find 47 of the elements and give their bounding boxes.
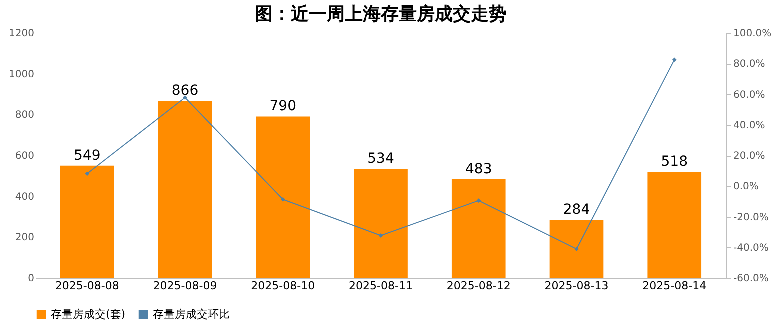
bar [256,116,310,278]
y2-tick-label: -60.0% [734,274,769,284]
legend-label: 存量房成交环比 [153,308,230,321]
point [280,197,286,202]
y2-tick-label: -40.0% [734,242,769,254]
bar [158,101,212,278]
x-tick-label: 2025-08-13 [544,280,609,292]
data-label: 534 [368,150,394,167]
point [672,58,677,62]
x-tick-label: 2025-08-09 [153,280,218,292]
y-tick-label: 400 [15,192,34,203]
data-label: 790 [270,98,296,115]
y-tick-label: 1000 [9,69,34,80]
data-label: 866 [172,83,199,100]
legend-label: 存量房成交(套) [51,308,126,321]
chart-title: 图：近一周上海存量房成交走势 [255,4,507,25]
data-label: 549 [74,148,101,164]
y2-tick-label: 100.0% [734,28,772,40]
bar [550,220,604,278]
y-tick-label: 0 [28,274,34,284]
y2-tick-label: -20.0% [734,212,769,224]
x-tick-label: 2025-08-10 [251,280,316,292]
y2-tick-label: 40.0% [734,120,766,132]
y2-tick-label: 20.0% [734,151,766,162]
y-tick-label: 600 [15,151,34,162]
bar [354,168,408,278]
y2-tick-label: 60.0% [734,90,766,101]
y2-tick-label: 80.0% [734,59,766,70]
bar [648,172,702,278]
point [476,198,482,204]
y-tick-label: 1200 [9,28,34,40]
y2-tick-label: 0.0% [734,182,759,193]
x-tick-label: 2025-08-14 [642,280,707,292]
y-tick-label: 800 [15,110,34,122]
bar [60,166,114,278]
point [183,96,188,100]
x-tick-label: 2025-08-11 [349,280,413,292]
point [85,172,90,176]
x-tick-label: 2025-08-12 [446,280,511,292]
point [574,246,579,252]
bar [452,179,506,278]
data-label: 518 [661,154,688,170]
data-label: 483 [466,161,492,178]
y-tick-label: 200 [15,232,34,244]
data-label: 284 [563,202,590,218]
x-tick-label: 2025-08-08 [55,280,120,292]
point [378,234,384,238]
